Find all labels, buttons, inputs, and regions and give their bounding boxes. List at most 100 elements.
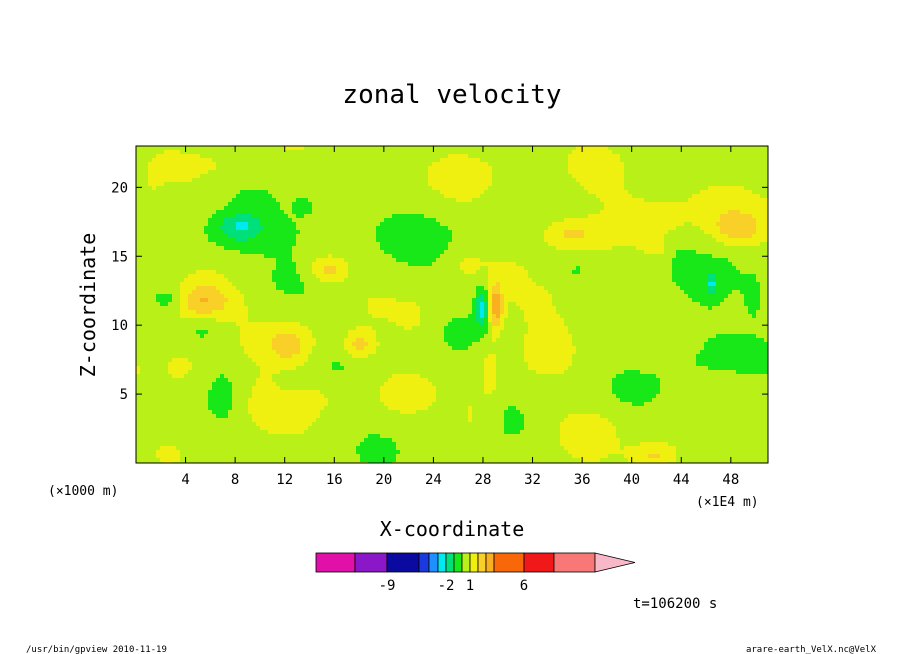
field-cell bbox=[164, 190, 169, 195]
field-cell bbox=[560, 146, 565, 151]
field-cell bbox=[260, 218, 265, 223]
field-cell bbox=[512, 170, 517, 175]
field-cell bbox=[340, 190, 345, 195]
field-cell bbox=[444, 234, 449, 239]
field-cell bbox=[696, 230, 701, 235]
field-cell bbox=[404, 162, 409, 167]
field-cell bbox=[492, 206, 497, 211]
field-cell bbox=[332, 190, 337, 195]
field-cell bbox=[472, 162, 477, 167]
field-cell bbox=[160, 178, 165, 183]
field-cell bbox=[536, 194, 541, 199]
field-cell bbox=[708, 194, 713, 199]
field-cell bbox=[640, 174, 645, 179]
field-cell bbox=[692, 210, 697, 215]
field-cell bbox=[136, 222, 141, 227]
field-cell bbox=[224, 266, 229, 271]
field-cell bbox=[248, 246, 253, 251]
field-cell bbox=[328, 186, 333, 191]
field-cell bbox=[280, 214, 285, 219]
field-cell bbox=[508, 258, 513, 263]
field-cell bbox=[700, 218, 705, 223]
field-cell bbox=[748, 250, 753, 255]
field-cell bbox=[440, 254, 445, 259]
field-cell bbox=[272, 174, 277, 179]
field-cell bbox=[556, 206, 561, 211]
field-cell bbox=[352, 210, 357, 215]
field-cell bbox=[612, 190, 617, 195]
field-cell bbox=[576, 150, 581, 155]
field-cell bbox=[568, 246, 573, 251]
field-cell bbox=[728, 158, 733, 163]
field-cell bbox=[652, 258, 657, 263]
field-cell bbox=[404, 242, 409, 247]
field-cell bbox=[628, 214, 633, 219]
field-cell bbox=[260, 226, 265, 231]
field-cell bbox=[400, 210, 405, 215]
field-cell bbox=[656, 190, 661, 195]
field-cell bbox=[236, 190, 241, 195]
field-cell bbox=[164, 150, 169, 155]
field-cell bbox=[416, 158, 421, 163]
field-cell bbox=[732, 254, 737, 259]
field-cell bbox=[336, 270, 341, 275]
field-cell bbox=[652, 158, 657, 163]
field-cell bbox=[208, 242, 213, 247]
field-cell bbox=[372, 162, 377, 167]
field-cell bbox=[704, 262, 709, 267]
field-cell bbox=[704, 210, 709, 215]
field-cell bbox=[188, 202, 193, 207]
field-cell bbox=[388, 230, 393, 235]
field-cell bbox=[276, 150, 281, 155]
field-cell bbox=[228, 222, 233, 227]
field-cell bbox=[612, 262, 617, 267]
field-cell bbox=[280, 254, 285, 259]
field-cell bbox=[252, 170, 257, 175]
field-cell bbox=[152, 238, 157, 243]
field-cell bbox=[496, 170, 501, 175]
field-cell bbox=[536, 174, 541, 179]
field-cell bbox=[620, 170, 625, 175]
field-cell bbox=[600, 158, 605, 163]
field-cell bbox=[292, 218, 297, 223]
field-cell bbox=[504, 270, 509, 275]
field-cell bbox=[680, 222, 685, 227]
field-cell bbox=[492, 250, 497, 255]
field-cell bbox=[240, 266, 245, 271]
field-cell bbox=[464, 174, 469, 179]
field-cell bbox=[712, 174, 717, 179]
field-cell bbox=[172, 202, 177, 207]
field-cell bbox=[328, 174, 333, 179]
field-cell bbox=[544, 178, 549, 183]
field-cell bbox=[484, 174, 489, 179]
field-cell bbox=[444, 186, 449, 191]
field-cell bbox=[372, 194, 377, 199]
field-cell bbox=[496, 250, 501, 255]
field-cell bbox=[448, 198, 453, 203]
field-cell bbox=[220, 206, 225, 211]
field-cell bbox=[660, 170, 665, 175]
field-cell bbox=[280, 190, 285, 195]
field-cell bbox=[760, 178, 765, 183]
field-cell bbox=[684, 210, 689, 215]
field-cell bbox=[700, 266, 705, 271]
field-cell bbox=[600, 234, 605, 239]
field-cell bbox=[432, 266, 437, 271]
field-cell bbox=[664, 166, 669, 171]
field-cell bbox=[332, 206, 337, 211]
field-cell bbox=[648, 166, 653, 171]
field-cell bbox=[716, 262, 721, 267]
field-cell bbox=[708, 158, 713, 163]
field-cell bbox=[608, 214, 613, 219]
field-cell bbox=[148, 202, 153, 207]
field-cell bbox=[184, 206, 189, 211]
field-cell bbox=[164, 154, 169, 159]
field-cell bbox=[580, 202, 585, 207]
field-cell bbox=[664, 206, 669, 211]
field-cell bbox=[504, 218, 509, 223]
field-cell bbox=[708, 242, 713, 247]
field-cell bbox=[556, 186, 561, 191]
field-cell bbox=[564, 170, 569, 175]
field-cell bbox=[600, 154, 605, 159]
field-cell bbox=[240, 230, 245, 235]
